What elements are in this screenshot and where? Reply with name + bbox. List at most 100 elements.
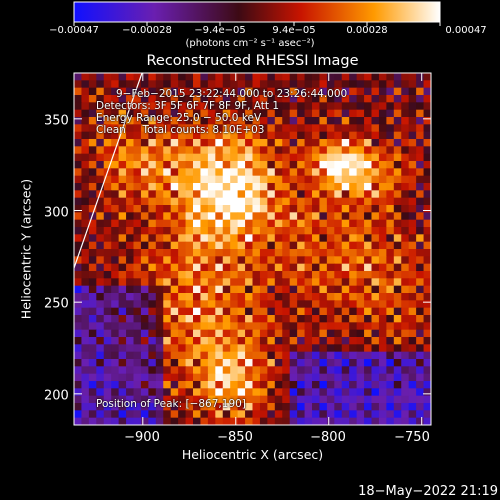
- heatmap-cell: [282, 344, 291, 353]
- heatmap-cell: [252, 271, 261, 279]
- heatmap-cell: [341, 388, 350, 397]
- heatmap-cell: [289, 87, 298, 96]
- heatmap-cell: [386, 417, 395, 425]
- heatmap-cell: [222, 80, 231, 89]
- heatmap-cell: [289, 131, 298, 140]
- heatmap-cell: [155, 117, 164, 125]
- heatmap-cell: [96, 87, 105, 96]
- heatmap-cell: [341, 212, 350, 221]
- heatmap-cell: [103, 366, 112, 375]
- heatmap-cell: [237, 351, 246, 360]
- heatmap-cell: [378, 249, 387, 257]
- heatmap-cell: [88, 410, 97, 419]
- heatmap-cell: [401, 95, 410, 103]
- heatmap-cell: [423, 183, 431, 191]
- heatmap-cell: [371, 329, 380, 338]
- heatmap-cell: [74, 366, 83, 375]
- heatmap-cell: [237, 337, 246, 345]
- heatmap-cell: [74, 175, 83, 184]
- heatmap-cell: [319, 241, 328, 250]
- heatmap-cell: [200, 175, 209, 184]
- heatmap-cell: [140, 410, 149, 419]
- heatmap-cell: [341, 285, 350, 294]
- heatmap-cell: [334, 117, 343, 125]
- heatmap-cell: [408, 337, 417, 345]
- heatmap-cell: [386, 293, 395, 301]
- heatmap-cell: [133, 168, 142, 177]
- heatmap-cell: [133, 388, 142, 397]
- heatmap-cell: [222, 87, 231, 96]
- heatmap-cell: [74, 95, 83, 103]
- heatmap-cell: [126, 139, 135, 147]
- heatmap-cell: [111, 271, 120, 279]
- heatmap-cell: [215, 87, 224, 96]
- heatmap-cell: [326, 197, 335, 206]
- heatmap-cell: [163, 95, 172, 103]
- heatmap-cell: [103, 205, 112, 213]
- heatmap-cell: [378, 388, 387, 397]
- heatmap-cell: [423, 263, 431, 272]
- heatmap-cell: [401, 190, 410, 199]
- heatmap-cell: [215, 344, 224, 353]
- heatmap-cell: [297, 315, 306, 323]
- heatmap-cell: [334, 219, 343, 228]
- heatmap-cell: [371, 395, 380, 404]
- heatmap-cell: [222, 263, 231, 272]
- heatmap-cell: [416, 175, 425, 184]
- heatmap-cell: [185, 190, 194, 199]
- heatmap-cell: [393, 322, 402, 331]
- heatmap-cell: [252, 212, 261, 221]
- heatmap-cell: [215, 263, 224, 272]
- heatmap-cell: [401, 373, 410, 382]
- heatmap-cell: [289, 73, 298, 81]
- heatmap-cell: [408, 175, 417, 184]
- heatmap-cell: [378, 109, 387, 118]
- heatmap-cell: [148, 212, 157, 221]
- heatmap-cell: [356, 95, 365, 103]
- heatmap-cell: [378, 344, 387, 353]
- heatmap-cell: [148, 95, 157, 103]
- heatmap-cell: [193, 410, 202, 419]
- heatmap-cell: [103, 102, 112, 111]
- heatmap-cell: [401, 395, 410, 404]
- heatmap-cell: [155, 131, 164, 140]
- heatmap-cell: [148, 117, 157, 125]
- heatmap-cell: [185, 109, 194, 118]
- heatmap-cell: [408, 249, 417, 257]
- heatmap-cell: [297, 395, 306, 404]
- heatmap-cell: [319, 344, 328, 353]
- heatmap-cell: [423, 373, 431, 382]
- heatmap-cell: [245, 183, 254, 191]
- heatmap-cell: [371, 139, 380, 147]
- heatmap-cell: [416, 95, 425, 103]
- heatmap-cell: [237, 344, 246, 353]
- heatmap-cell: [215, 168, 224, 177]
- heatmap-cell: [408, 322, 417, 331]
- heatmap-cell: [371, 249, 380, 257]
- heatmap-cell: [163, 403, 172, 411]
- heatmap-cell: [178, 95, 187, 103]
- heatmap-cell: [274, 293, 283, 301]
- heatmap-cell: [252, 381, 261, 389]
- heatmap-cell: [140, 146, 149, 155]
- colorbar-tick-label: 9.4e−05: [272, 25, 316, 36]
- heatmap-cell: [185, 322, 194, 331]
- heatmap-cell: [96, 73, 105, 81]
- heatmap-cell: [96, 278, 105, 287]
- heatmap-cell: [326, 131, 335, 140]
- heatmap-cell: [118, 102, 127, 111]
- heatmap-cell: [74, 315, 83, 323]
- heatmap-cell: [356, 139, 365, 147]
- heatmap-cell: [401, 146, 410, 155]
- heatmap-cell: [74, 293, 83, 301]
- heatmap-cell: [364, 241, 373, 250]
- heatmap-cell: [207, 373, 216, 382]
- heatmap-cell: [282, 322, 291, 331]
- heatmap-cell: [312, 168, 321, 177]
- heatmap-cell: [207, 271, 216, 279]
- heatmap-cell: [118, 139, 127, 147]
- heatmap-cell: [386, 315, 395, 323]
- heatmap-cell: [312, 381, 321, 389]
- heatmap-cell: [349, 117, 358, 125]
- heatmap-cell: [148, 344, 157, 353]
